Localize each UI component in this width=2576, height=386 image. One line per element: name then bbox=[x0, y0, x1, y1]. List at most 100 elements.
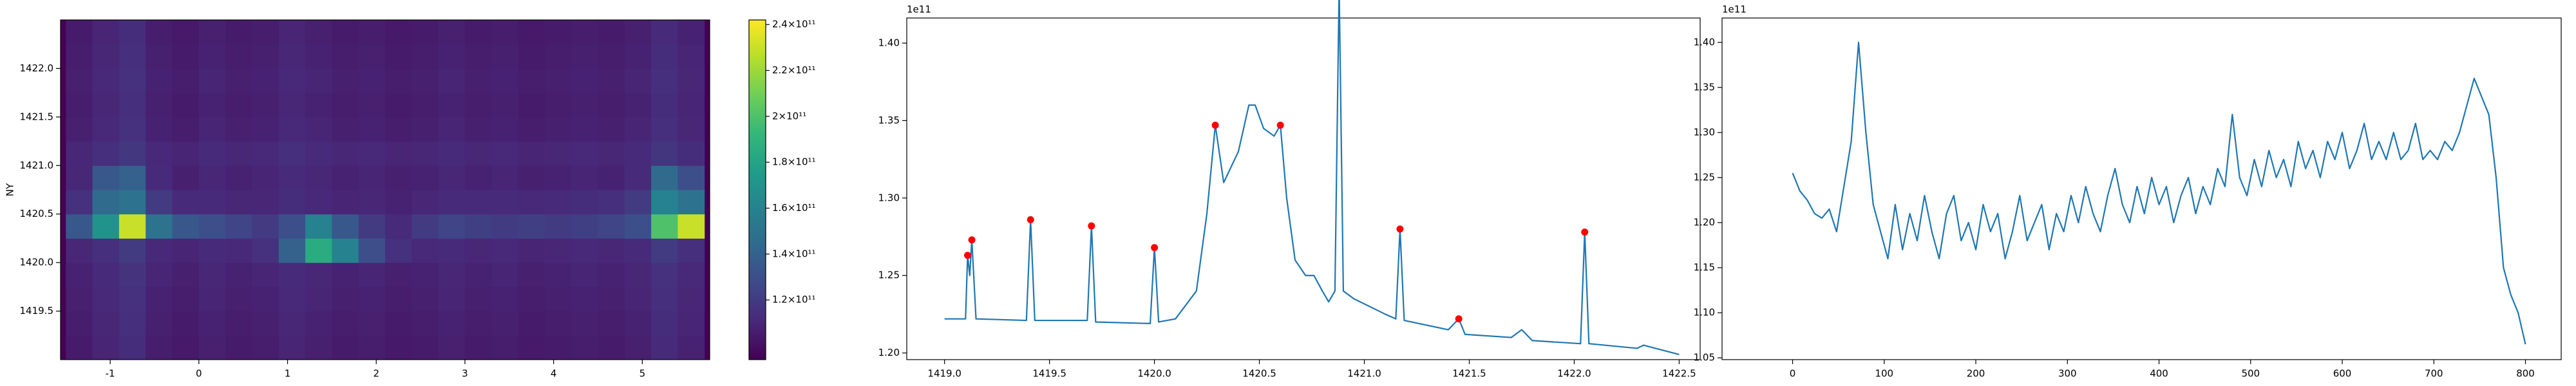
y-tick-label: 1.30 bbox=[1694, 126, 1715, 138]
heatmap-cell bbox=[677, 141, 705, 166]
heatmap-cell bbox=[491, 93, 519, 118]
heatmap-cell bbox=[358, 311, 386, 336]
axis-offset: 1e11 bbox=[1722, 4, 1747, 15]
heatmap-cell bbox=[278, 44, 306, 69]
y-tick-label: 1.35 bbox=[878, 115, 900, 126]
heatmap-cell bbox=[518, 165, 545, 190]
colorbar-tick-label: 1.6×10¹¹ bbox=[772, 202, 816, 214]
heatmap-cell bbox=[677, 311, 705, 336]
x-tick-label: 1419.5 bbox=[1032, 368, 1066, 380]
heatmap-cell bbox=[518, 335, 545, 360]
heatmap-cell bbox=[332, 311, 359, 336]
heatmap-cell bbox=[252, 190, 279, 215]
heatmap-cell bbox=[146, 44, 173, 69]
heatmap-cell bbox=[198, 214, 226, 239]
heatmap-cell bbox=[624, 20, 652, 45]
heatmap-cell bbox=[651, 93, 678, 118]
heatmap-cell bbox=[252, 238, 279, 263]
heatmap-cell bbox=[677, 214, 705, 239]
heatmap-cell bbox=[677, 20, 705, 45]
heatmap-cell bbox=[544, 262, 572, 288]
heatmap-cell bbox=[66, 165, 93, 190]
heatmap-cell bbox=[651, 238, 678, 263]
heatmap-cell bbox=[464, 165, 492, 190]
heatmap-cell bbox=[412, 238, 439, 263]
heatmap-cell bbox=[491, 214, 519, 239]
x-tick-label: 1421.0 bbox=[1347, 368, 1381, 380]
x-tick-label: 2 bbox=[373, 368, 379, 380]
heatmap-cell bbox=[66, 93, 93, 118]
heatmap-cell bbox=[385, 262, 412, 288]
colorbar-tick-label: 1.2×10¹¹ bbox=[772, 294, 816, 306]
heatmap-cell bbox=[225, 262, 252, 288]
heatmap-cell bbox=[491, 68, 519, 93]
peak-marker bbox=[964, 252, 972, 259]
x-tick-label: 300 bbox=[2058, 368, 2077, 380]
heatmap-cell bbox=[438, 262, 466, 288]
heatmap-cell bbox=[571, 286, 598, 312]
heatmap-cell bbox=[438, 190, 466, 215]
heatmap-cell bbox=[651, 335, 678, 360]
y-tick-label: 1421.0 bbox=[20, 160, 54, 171]
heatmap-cell bbox=[624, 311, 652, 336]
heatmap-cell bbox=[305, 286, 332, 312]
heatmap-cell bbox=[92, 262, 120, 288]
heatmap-cell bbox=[651, 286, 678, 312]
heatmap-cell bbox=[358, 286, 386, 312]
x-tick-label: 1420.0 bbox=[1137, 368, 1171, 380]
heatmap-cell bbox=[491, 311, 519, 336]
heatmap-cell bbox=[385, 311, 412, 336]
heatmap-cell bbox=[412, 311, 439, 336]
peak-marker bbox=[1088, 222, 1095, 230]
heatmap-cell bbox=[66, 20, 93, 45]
y-tick-label: 1.05 bbox=[1694, 352, 1715, 363]
heatmap-cell bbox=[118, 165, 146, 190]
heatmap-cell bbox=[118, 286, 146, 312]
heatmap-cell bbox=[118, 44, 146, 69]
heatmap-cell bbox=[412, 286, 439, 312]
heatmap-cell bbox=[92, 93, 120, 118]
heatmap-cell bbox=[677, 262, 705, 288]
heatmap-cell bbox=[305, 238, 332, 263]
heatmap-cell bbox=[598, 262, 625, 288]
y-tick-label: 1420.0 bbox=[20, 257, 54, 268]
heatmap-cell bbox=[385, 20, 412, 45]
heatmap-cell bbox=[66, 286, 93, 312]
heatmap-cell bbox=[438, 20, 466, 45]
heatmap-cell bbox=[305, 214, 332, 239]
heatmap-cell bbox=[677, 93, 705, 118]
heatmap-cell bbox=[305, 311, 332, 336]
heatmap-cell bbox=[252, 44, 279, 69]
heatmap-cell bbox=[332, 20, 359, 45]
heatmap-cell bbox=[464, 311, 492, 336]
x-tick-label: 0 bbox=[196, 368, 202, 380]
heatmap-cell bbox=[464, 44, 492, 69]
heatmap-cell bbox=[146, 286, 173, 312]
y-tick-label: 1.35 bbox=[1694, 81, 1715, 93]
heatmap-cell bbox=[651, 20, 678, 45]
axes-frame bbox=[60, 19, 710, 360]
heatmap-cell bbox=[278, 116, 306, 142]
heatmap-cell bbox=[146, 214, 173, 239]
heatmap-cell bbox=[198, 238, 226, 263]
heatmap-cell bbox=[677, 335, 705, 360]
heatmap-cell bbox=[92, 214, 120, 239]
heatmap-cell bbox=[677, 286, 705, 312]
heatmap-cell bbox=[332, 190, 359, 215]
heatmap-cell bbox=[677, 44, 705, 69]
peak-marker bbox=[1396, 225, 1404, 233]
peak-marker bbox=[1151, 244, 1159, 252]
heatmap-cell bbox=[464, 335, 492, 360]
colorbar bbox=[748, 19, 766, 360]
heatmap-cell bbox=[225, 286, 252, 312]
x-tick-label: -1 bbox=[106, 368, 115, 380]
heatmap-cell bbox=[385, 335, 412, 360]
heatmap-cell bbox=[518, 116, 545, 142]
heatmap-cell bbox=[358, 335, 386, 360]
heatmap-cell bbox=[278, 286, 306, 312]
heatmap-cell bbox=[332, 44, 359, 69]
heatmap-cell bbox=[624, 68, 652, 93]
heatmap-cell bbox=[252, 165, 279, 190]
heatmap-cell bbox=[225, 335, 252, 360]
heatmap-cell bbox=[358, 190, 386, 215]
